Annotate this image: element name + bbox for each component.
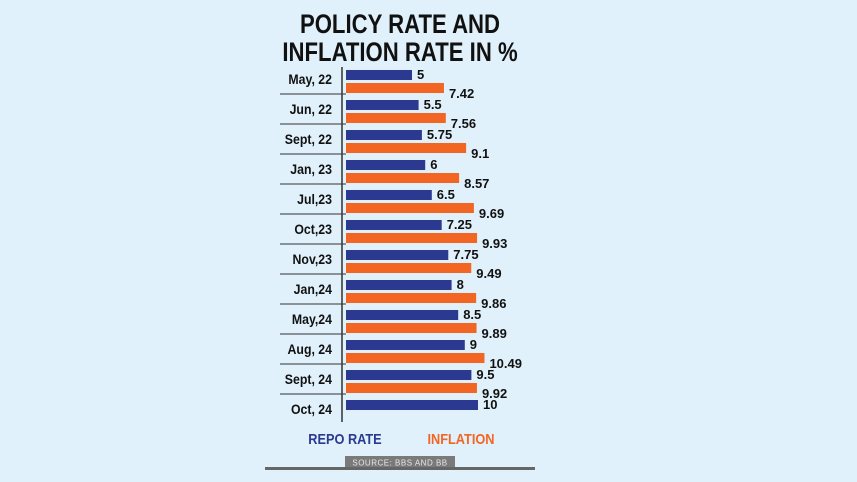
bar-inflation [346,143,467,153]
data-label: 6.5 [437,187,455,202]
data-label: 9 [470,337,477,352]
category-label: Oct,23 [294,221,332,237]
data-label: 7.75 [453,247,478,262]
bar-inflation [346,383,477,393]
category-label: Jun, 22 [290,101,332,117]
bar-inflation [346,203,474,213]
category-label: May,24 [292,311,333,327]
data-label: 8.57 [464,176,489,191]
data-label: 5 [417,67,424,82]
bar-inflation [346,83,444,93]
bar-inflation [346,293,477,303]
bar-repo-rate [346,340,465,350]
data-label: 5.5 [424,97,442,112]
bar-inflation [346,263,472,273]
bar-repo-rate [346,190,432,200]
source-text: SOURCE: BBS AND BB [352,459,447,468]
category-label: Oct, 24 [291,401,333,417]
bar-repo-rate [346,220,442,230]
data-label: 5.75 [427,127,452,142]
legend-inflation: INFLATION [428,430,495,447]
data-label: 10 [483,397,497,412]
bar-inflation [346,113,446,123]
data-label: 7.42 [449,86,474,101]
bar-inflation [346,353,485,363]
source-rule [265,467,535,470]
legend-repo-rate: REPO RATE [308,430,381,447]
category-label: Jul,23 [297,191,332,207]
data-label: 9.1 [471,146,489,161]
data-label: 7.56 [451,116,476,131]
category-label: Sept, 24 [285,371,333,387]
bar-repo-rate [346,400,478,410]
bar-repo-rate [346,100,419,110]
chart-title-line-1: POLICY RATE AND [299,9,501,39]
data-label: 7.25 [447,217,472,232]
data-label: 6 [430,157,437,172]
category-label: Sept, 22 [285,131,332,147]
category-label: Nov,23 [293,251,332,267]
bar-repo-rate [346,70,412,80]
bar-repo-rate [346,250,449,260]
bar-inflation [346,323,477,333]
bar-inflation [346,233,478,243]
data-label: 8 [457,277,464,292]
bar-repo-rate [346,370,472,380]
bar-inflation [346,173,460,183]
category-label: Jan, 23 [290,161,332,177]
bar-repo-rate [346,130,422,140]
category-label: Jan,24 [294,281,333,297]
bar-repo-rate [346,160,426,170]
data-label: 10.49 [489,356,522,371]
data-label: 9.89 [482,326,507,341]
data-label: 9.86 [481,296,506,311]
data-label: 9.5 [476,367,494,382]
source-box [345,456,455,468]
data-label: 9.69 [479,206,504,221]
category-label: Aug, 24 [288,341,333,357]
bar-repo-rate [346,280,452,290]
chart-title-line-2: INFLATION RATE IN % [282,37,518,67]
data-label: 9.92 [482,386,507,401]
bar-repo-rate [346,310,459,320]
category-label: May, 22 [288,71,332,87]
data-label: 9.93 [482,236,507,251]
data-label: 9.49 [476,266,501,281]
data-label: 8.5 [463,307,481,322]
